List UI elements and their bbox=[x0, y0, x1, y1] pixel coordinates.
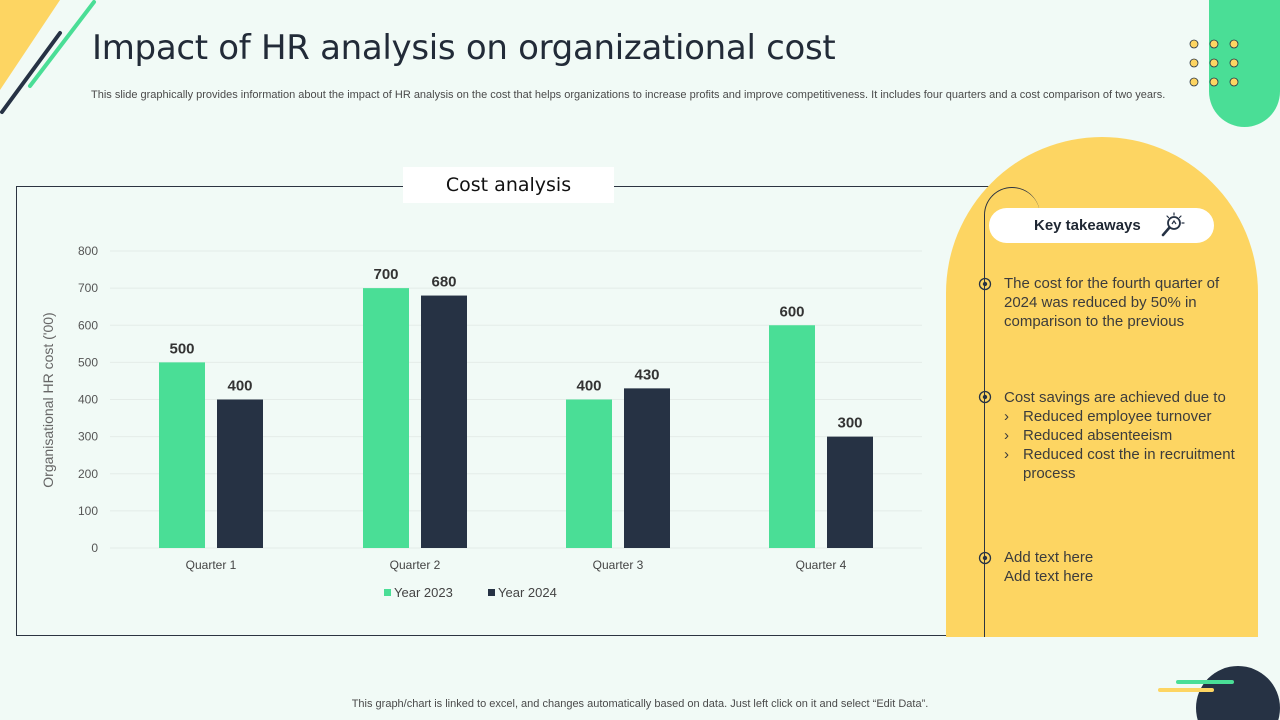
takeaway-2-subitem: › Reduced absenteeism bbox=[1004, 427, 1173, 444]
y-axis-label: Organisational HR cost ('00) bbox=[40, 312, 56, 487]
takeaway-3: Add text here Add text here bbox=[1004, 548, 1244, 586]
y-tick-label: 600 bbox=[78, 318, 98, 332]
takeaway-2: Cost savings are achieved due to › Reduce… bbox=[1004, 388, 1244, 483]
y-tick-label: 400 bbox=[78, 393, 98, 407]
legend-swatch bbox=[384, 589, 391, 596]
chevron-right-icon: › bbox=[1004, 446, 1009, 463]
bar bbox=[624, 388, 670, 548]
legend-swatch bbox=[488, 589, 495, 596]
lightbulb-magnifier-icon bbox=[1161, 212, 1185, 237]
timeline-line bbox=[984, 215, 985, 637]
bar bbox=[769, 325, 815, 548]
bar bbox=[566, 399, 612, 548]
takeaway-2-subitem: › Reduced employee turnover bbox=[1004, 408, 1212, 425]
takeaway-3-text-2: Add text here bbox=[1004, 568, 1094, 585]
y-tick-label: 300 bbox=[78, 430, 98, 444]
data-label: 600 bbox=[779, 303, 804, 320]
chevron-right-icon: › bbox=[1004, 427, 1009, 444]
takeaway-3-text: Add text here bbox=[1004, 549, 1094, 566]
bar bbox=[421, 295, 467, 548]
footer-note: This graph/chart is linked to excel, and… bbox=[351, 698, 929, 710]
corner-decoration-top-left bbox=[0, 0, 96, 114]
data-label: 400 bbox=[576, 378, 601, 395]
chevron-right-icon: › bbox=[1004, 408, 1009, 425]
takeaway-1-text: The cost for the fourth quarter of 2024 … bbox=[1004, 275, 1220, 330]
data-label: 430 bbox=[634, 366, 659, 383]
data-label: 300 bbox=[837, 415, 862, 432]
data-label: 400 bbox=[227, 378, 252, 395]
timeline-bullet-1 bbox=[978, 277, 992, 291]
bar bbox=[827, 436, 873, 548]
corner-decoration-bottom-right bbox=[1158, 666, 1280, 720]
x-tick-label: Quarter 4 bbox=[796, 558, 847, 572]
takeaway-2-subitem: › Reduced cost the in recruitment process bbox=[1004, 446, 1235, 482]
legend-label: Year 2023 bbox=[394, 585, 453, 600]
x-tick-label: Quarter 2 bbox=[390, 558, 441, 572]
x-tick-label: Quarter 1 bbox=[186, 558, 237, 572]
data-label: 500 bbox=[169, 340, 194, 357]
chart-title: Cost analysis bbox=[403, 167, 614, 203]
page-subtitle: This slide graphically provides informat… bbox=[91, 89, 1166, 101]
x-tick-label: Quarter 3 bbox=[593, 558, 644, 572]
corner-decoration-top-right bbox=[1209, 0, 1280, 127]
y-tick-label: 800 bbox=[78, 244, 98, 258]
dot-grid-decoration bbox=[1189, 39, 1239, 87]
data-label: 700 bbox=[373, 266, 398, 283]
takeaways-heading: Key takeaways bbox=[1034, 217, 1141, 234]
timeline-bullet-2 bbox=[978, 390, 992, 404]
y-tick-label: 500 bbox=[78, 355, 98, 369]
y-tick-label: 100 bbox=[78, 504, 98, 518]
y-tick-label: 0 bbox=[91, 541, 98, 555]
page-title: Impact of HR analysis on organizational … bbox=[92, 28, 836, 68]
takeaway-2-text: Cost savings are achieved due to bbox=[1004, 389, 1226, 406]
takeaways-header: Key takeaways bbox=[989, 208, 1214, 243]
data-label: 680 bbox=[431, 274, 456, 291]
takeaway-1: The cost for the fourth quarter of 2024 … bbox=[1004, 274, 1244, 331]
bar bbox=[363, 288, 409, 548]
bar bbox=[217, 399, 263, 548]
bar bbox=[159, 362, 205, 548]
y-tick-label: 200 bbox=[78, 467, 98, 481]
timeline-bullet-3 bbox=[978, 551, 992, 565]
y-tick-label: 700 bbox=[78, 281, 98, 295]
legend-label: Year 2024 bbox=[498, 585, 557, 600]
